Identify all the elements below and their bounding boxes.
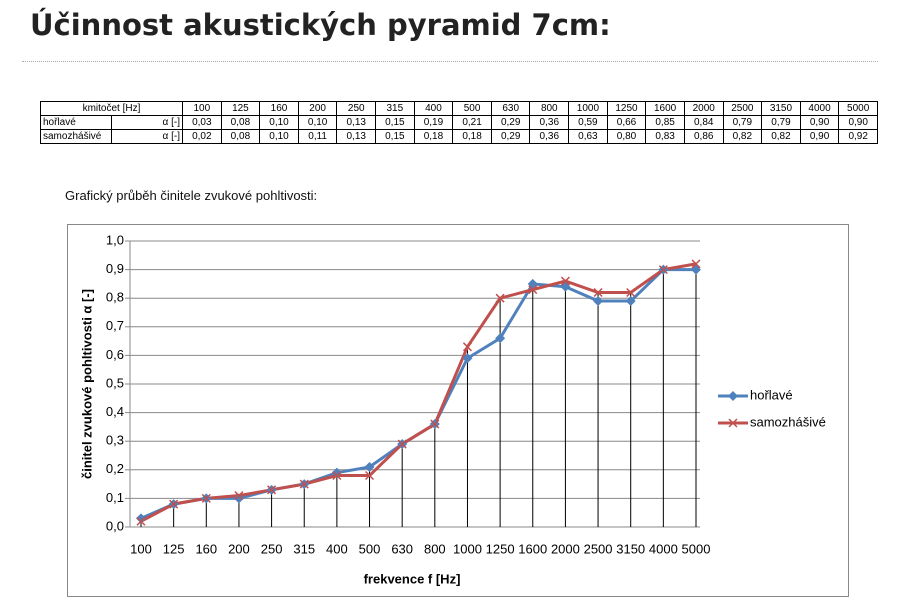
marker (331, 467, 342, 478)
y-tick-label: 0,7 (106, 318, 124, 333)
marker (495, 333, 506, 344)
x-tick-label: 3150 (616, 541, 645, 556)
marker (234, 491, 244, 501)
marker (462, 342, 473, 352)
y-tick-label: 0,3 (106, 433, 124, 448)
y-tick-label: 0,8 (106, 290, 124, 305)
x-tick-label: 250 (261, 541, 283, 556)
y-tick-label: 0,0 (106, 518, 124, 533)
y-tick-label: 0,9 (106, 261, 124, 276)
marker (528, 285, 538, 295)
x-tick-label: 2500 (584, 541, 613, 556)
marker (462, 353, 473, 364)
marker (593, 296, 604, 307)
series-line (140, 268, 696, 520)
y-tick-label: 0,5 (106, 375, 124, 390)
table-cell: 0,90 (799, 129, 840, 144)
legend-marker (728, 391, 738, 401)
x-axis-title: frekvence f [Hz] (364, 571, 461, 586)
marker (201, 493, 211, 503)
marker (691, 259, 701, 269)
marker (364, 461, 375, 472)
marker (233, 493, 244, 504)
table-row: hořlavé α [-] 0,03 0,08 0,10 0,10 0,13 0,15 0,19… (40, 115, 878, 130)
x-tick-label: 200 (228, 541, 250, 556)
table-row: kmitočet [Hz] 100 125 160 200 250 315 400 500 630… (40, 101, 878, 116)
table-cell: 0,02 (182, 129, 222, 144)
x-tick-label: 1250 (486, 541, 515, 556)
x-tick-label: 125 (163, 541, 185, 556)
marker (625, 296, 636, 307)
x-tick-label: 4000 (649, 541, 678, 556)
marker (332, 470, 342, 481)
legend-marker (728, 418, 738, 428)
y-tick-label: 0,4 (106, 404, 124, 419)
y-tick-label: 0,6 (106, 347, 124, 362)
marker (658, 265, 668, 275)
y-tick-label: 0,2 (106, 461, 124, 476)
x-tick-label: 2000 (551, 541, 580, 556)
marker (593, 287, 603, 298)
y-axis-title: činitel zvukové pohltivosti α [-] (79, 289, 94, 479)
table-cell: α [-] (111, 129, 183, 144)
x-tick-label: 630 (391, 541, 413, 556)
table-cell: 0,03 (182, 115, 222, 130)
x-tick-label: 315 (293, 541, 315, 556)
x-tick-label: 800 (424, 541, 446, 556)
marker (364, 470, 375, 481)
chart-caption: Grafický průběh činitele zvukové pohltiv… (65, 188, 318, 203)
table-cell: 0,86 (683, 129, 724, 144)
y-tick-label: 0,1 (106, 490, 124, 505)
table-cell: 0,29 (490, 129, 531, 144)
x-tick-label: 5000 (682, 541, 711, 556)
x-tick-label: 400 (326, 541, 348, 556)
marker (299, 479, 309, 489)
marker (691, 264, 701, 275)
x-tick-label: 160 (195, 541, 217, 556)
x-tick-label: 1600 (518, 541, 547, 556)
marker (626, 287, 636, 298)
marker (430, 419, 440, 429)
page-title: Účinnost akustických pyramid 7cm: (30, 8, 611, 42)
x-tick-label: 100 (130, 541, 152, 556)
table-cell: 0,92 (838, 129, 878, 144)
separator (22, 61, 878, 62)
series-line (140, 262, 697, 523)
legend-label: samozhášivé (750, 414, 826, 429)
y-tick-label: 1,0 (106, 232, 124, 247)
marker (397, 439, 407, 449)
table-cell: 0,82 (722, 129, 763, 144)
chart-frame (67, 224, 849, 597)
marker (169, 499, 179, 509)
marker (495, 293, 505, 303)
legend-label: hořlavé (750, 387, 793, 402)
marker (136, 516, 146, 526)
table-row: samozhášivé α [-] 0,02 0,08 0,10 0,11 0,13 0,15… (40, 129, 878, 144)
marker (267, 485, 277, 495)
x-tick-label: 1000 (453, 541, 482, 556)
table-cell: 0,15 (375, 129, 415, 144)
x-tick-label: 500 (359, 541, 381, 556)
marker (560, 276, 570, 286)
data-table: kmitočet [Hz] 100 125 160 200 250 315 400 500 630… (40, 101, 878, 144)
marker (136, 513, 146, 524)
